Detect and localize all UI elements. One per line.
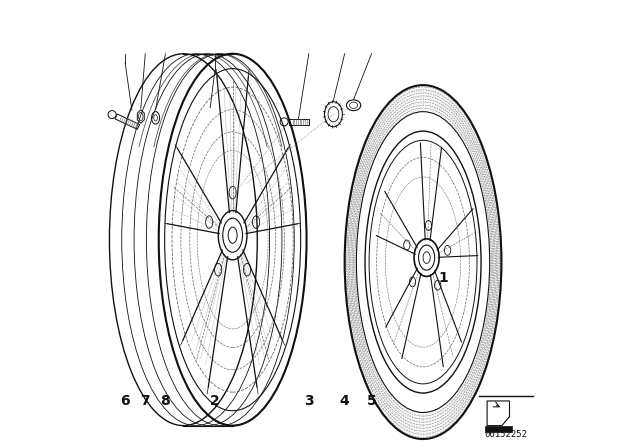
Text: 2: 2 <box>210 394 220 408</box>
Text: 4: 4 <box>340 394 349 408</box>
Text: 5: 5 <box>367 394 376 408</box>
Text: 1: 1 <box>438 271 448 285</box>
Text: 8: 8 <box>161 394 170 408</box>
Text: 6: 6 <box>120 394 130 408</box>
Text: 7: 7 <box>140 394 150 408</box>
Text: 00152252: 00152252 <box>484 430 527 439</box>
Text: 3: 3 <box>304 394 314 408</box>
Bar <box>485 426 512 432</box>
